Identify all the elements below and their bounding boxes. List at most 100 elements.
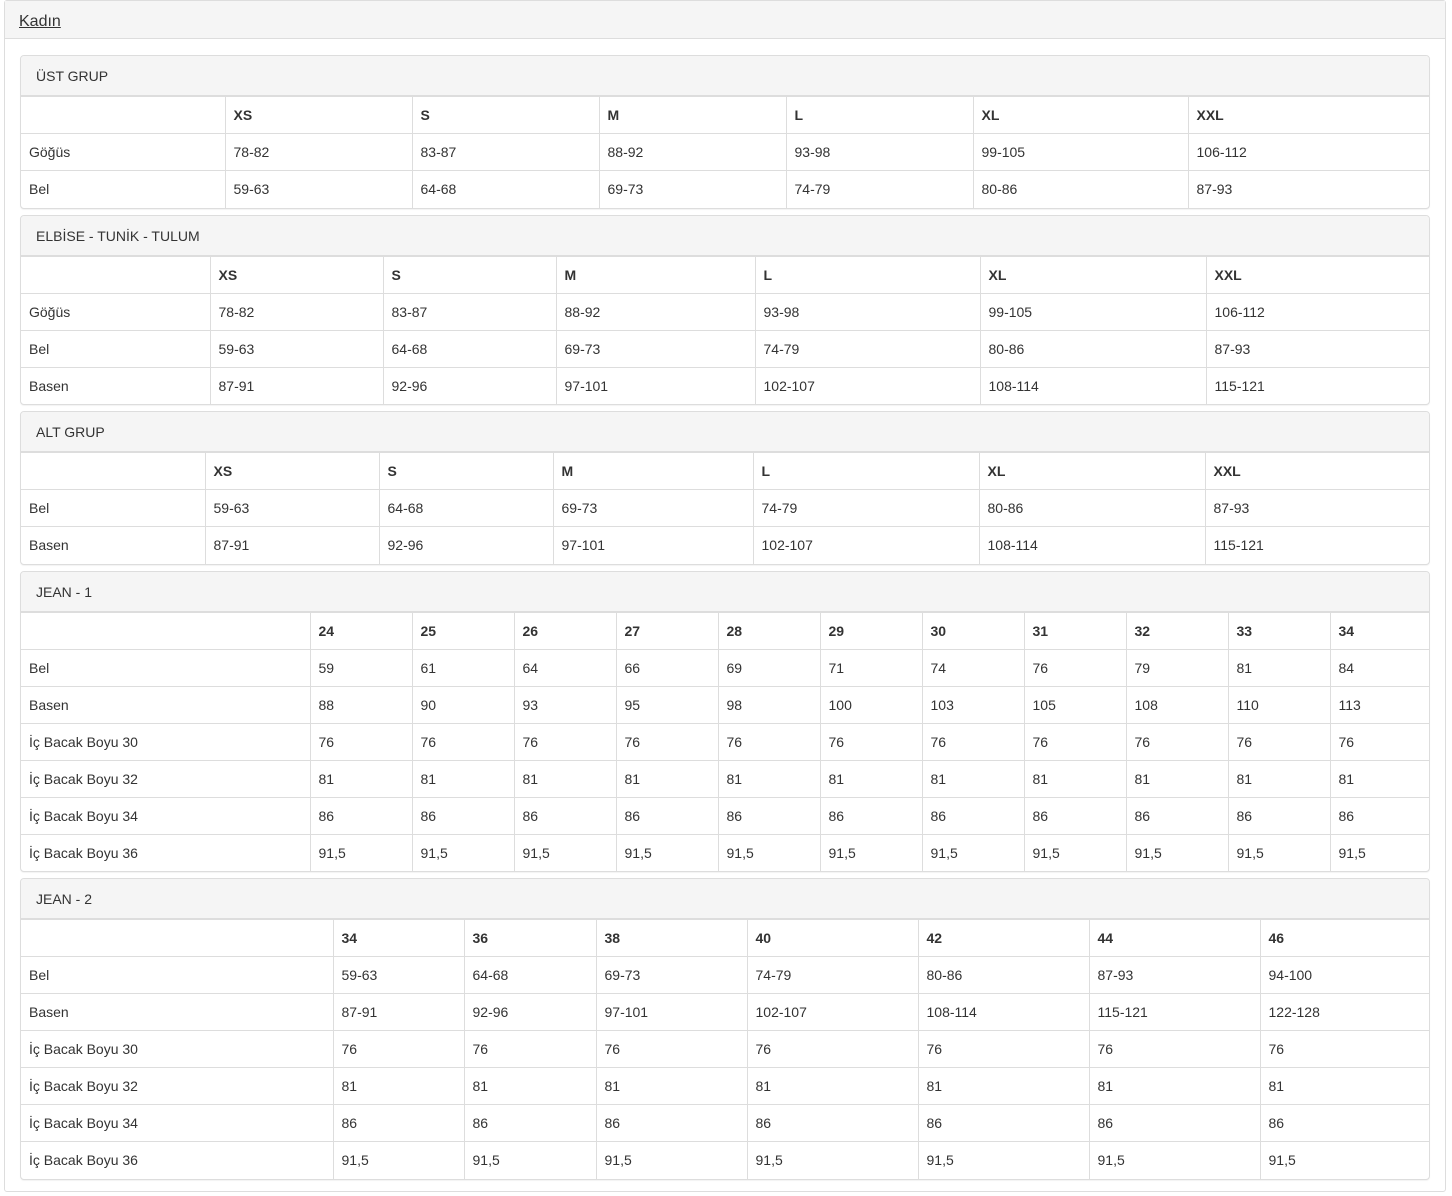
table-cell: 98 [717,685,821,724]
row-label: Bel [21,648,311,687]
column-header [21,452,206,490]
size-table: XS S M L XL XXL Göğüs 78-82 83-87 88-92 93-98 99-10… [21,96,1429,208]
table-cell: 91,5 [1125,833,1229,871]
table-cell: 97-101 [552,526,754,564]
table-cell: 91,5 [921,833,1025,871]
column-header: S [411,96,600,134]
row-label: Basen [21,993,334,1031]
section-title: JEAN - 1 [21,571,1429,612]
table-cell: 76 [463,1030,597,1068]
size-table: XS S M L XL XXL Bel 59-63 64-68 69-73 74-79 80-86 87… [21,452,1429,564]
row-label: Basen [21,526,206,564]
table-cell: 76 [917,1030,1090,1068]
table-cell: 97-101 [595,993,748,1031]
table-cell: 69-73 [598,170,787,208]
table-row: Bel 59 61 64 66 69 71 74 76 79 81 84 [21,648,1429,687]
section-title: ALT GRUP [21,412,1429,452]
kadin-link[interactable]: Kadın [19,13,61,30]
table-cell: 71 [819,648,923,687]
size-section-panel: JEAN - 2 34 36 38 40 42 44 46 Bel 59-63 64-68 69-73… [20,878,1430,1180]
table-cell: 69 [717,648,821,687]
table-cell: 76 [332,1030,465,1068]
column-header: XS [224,96,413,134]
table-cell: 80-86 [917,956,1090,994]
table-cell: 91,5 [1227,833,1331,871]
column-header: 27 [615,611,719,650]
table-cell: 76 [513,722,617,761]
table-row: İç Bacak Boyu 36 91,5 91,5 91,5 91,5 91,5 91,5… [21,833,1429,871]
sections-container: ÜST GRUP XS S M L XL XXL Göğüs 78-82 83-87 88-92 93… [5,39,1445,1180]
table-cell: 81 [1259,1067,1429,1105]
table-cell: 86 [1259,1104,1429,1142]
column-header: XL [979,255,1207,294]
table-cell: 76 [819,722,923,761]
table-cell: 69-73 [555,329,756,368]
table-cell: 74-79 [746,956,919,994]
table-row: Basen 87-91 92-96 97-101 102-107 108-114 115-1… [21,366,1429,404]
table-cell: 81 [1088,1067,1261,1105]
table-row: İç Bacak Boyu 34 86 86 86 86 86 86 86 [21,1104,1429,1142]
table-cell: 91,5 [463,1141,597,1179]
column-header: M [555,255,756,294]
table-cell: 106-112 [1205,292,1429,331]
table-cell: 92-96 [463,993,597,1031]
row-label: Basen [21,366,211,404]
table-cell: 81 [411,759,515,798]
table-cell: 102-107 [752,526,980,564]
table-cell: 105 [1023,685,1127,724]
table-cell: 59-63 [332,956,465,994]
table-cell: 102-107 [754,366,981,404]
table-cell: 103 [921,685,1025,724]
table-cell: 64 [513,648,617,687]
table-cell: 81 [1227,759,1331,798]
table-cell: 81 [513,759,617,798]
table-cell: 81 [921,759,1025,798]
table-cell: 115-121 [1088,993,1261,1031]
table-header-row: 24 25 26 27 28 29 30 31 32 33 34 [21,611,1429,650]
table-cell: 91,5 [309,833,413,871]
table-cell: 76 [717,722,821,761]
column-header: 46 [1259,919,1429,957]
table-cell: 91,5 [819,833,923,871]
table-row: Göğüs 78-82 83-87 88-92 93-98 99-105 106-112 [21,133,1429,171]
column-header: 31 [1023,611,1127,650]
table-row: Basen 87-91 92-96 97-101 102-107 108-114 115-1… [21,993,1429,1031]
table-header-row: XS S M L XL XXL [21,96,1429,134]
table-cell: 74-79 [752,489,980,527]
column-header: 26 [513,611,617,650]
table-cell: 83-87 [411,133,600,171]
column-header: 38 [595,919,748,957]
table-cell: 76 [1329,722,1429,761]
row-label: Göğüs [21,292,211,331]
table-cell: 87-91 [209,366,384,404]
table-cell: 74-79 [754,329,981,368]
table-cell: 80-86 [978,489,1206,527]
table-cell: 87-91 [332,993,465,1031]
table-cell: 86 [921,796,1025,835]
column-header: XS [204,452,380,490]
table-cell: 81 [1125,759,1229,798]
table-cell: 87-93 [1205,329,1429,368]
table-cell: 99-105 [972,133,1189,171]
table-cell: 108-114 [917,993,1090,1031]
column-header: XXL [1187,96,1429,134]
size-section-panel: ALT GRUP XS S M L XL XXL Bel 59-63 64-68 69-73 74-7… [20,411,1430,565]
size-chart-panel: Kadın ÜST GRUP XS S M L XL XXL Göğüs 78-82 83-87 8… [4,0,1446,1192]
table-cell: 81 [595,1067,748,1105]
table-cell: 99-105 [979,292,1207,331]
size-section-panel: ÜST GRUP XS S M L XL XXL Göğüs 78-82 83-87 88-92 93… [20,55,1430,209]
column-header: 40 [746,919,919,957]
column-header: XXL [1204,452,1429,490]
column-header: S [378,452,554,490]
table-cell: 86 [917,1104,1090,1142]
table-cell: 87-91 [204,526,380,564]
table-row: Bel 59-63 64-68 69-73 74-79 80-86 87-93 [21,329,1429,368]
table-cell: 69-73 [595,956,748,994]
column-header: 44 [1088,919,1261,957]
table-cell: 88-92 [555,292,756,331]
table-cell: 80-86 [972,170,1189,208]
table-header-row: 34 36 38 40 42 44 46 [21,919,1429,957]
row-label: İç Bacak Boyu 36 [21,1141,334,1179]
table-row: Bel 59-63 64-68 69-73 74-79 80-86 87-93 94-100 [21,956,1429,994]
row-label: İç Bacak Boyu 34 [21,1104,334,1142]
